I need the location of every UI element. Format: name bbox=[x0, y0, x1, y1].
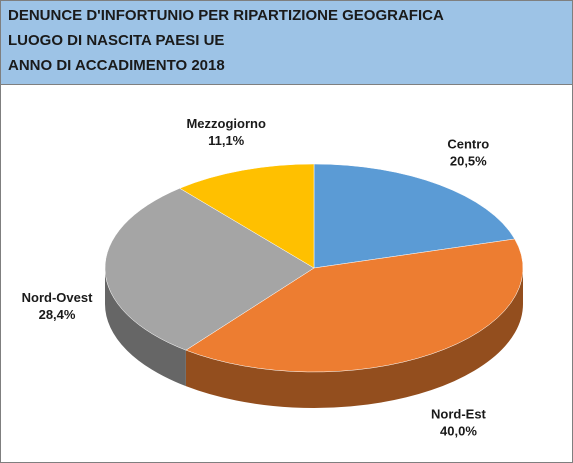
slice-side bbox=[185, 268, 524, 408]
value-label: 28,4% bbox=[39, 307, 76, 322]
slice-side bbox=[105, 268, 186, 387]
slice bbox=[185, 238, 524, 373]
slice bbox=[179, 163, 315, 269]
slice-label: Centro bbox=[447, 136, 489, 151]
slice-label: Mezzogiorno bbox=[186, 116, 265, 131]
value-label: 20,5% bbox=[450, 153, 487, 168]
slice bbox=[104, 188, 315, 351]
chart-title: LUOGO DI NASCITA PAESI UE bbox=[8, 32, 224, 49]
slice-label: Nord-Ovest bbox=[22, 290, 93, 305]
chart-title: ANNO DI ACCADIMENTO 2018 bbox=[8, 57, 225, 74]
slice bbox=[313, 163, 516, 269]
slice-label: Nord-Est bbox=[431, 407, 487, 422]
value-label: 40,0% bbox=[440, 424, 477, 439]
value-label: 11,1% bbox=[208, 133, 245, 148]
title-box bbox=[0, 0, 573, 85]
chart-title: DENUNCE D'INFORTUNIO PER RIPARTIZIONE GE… bbox=[8, 7, 444, 24]
